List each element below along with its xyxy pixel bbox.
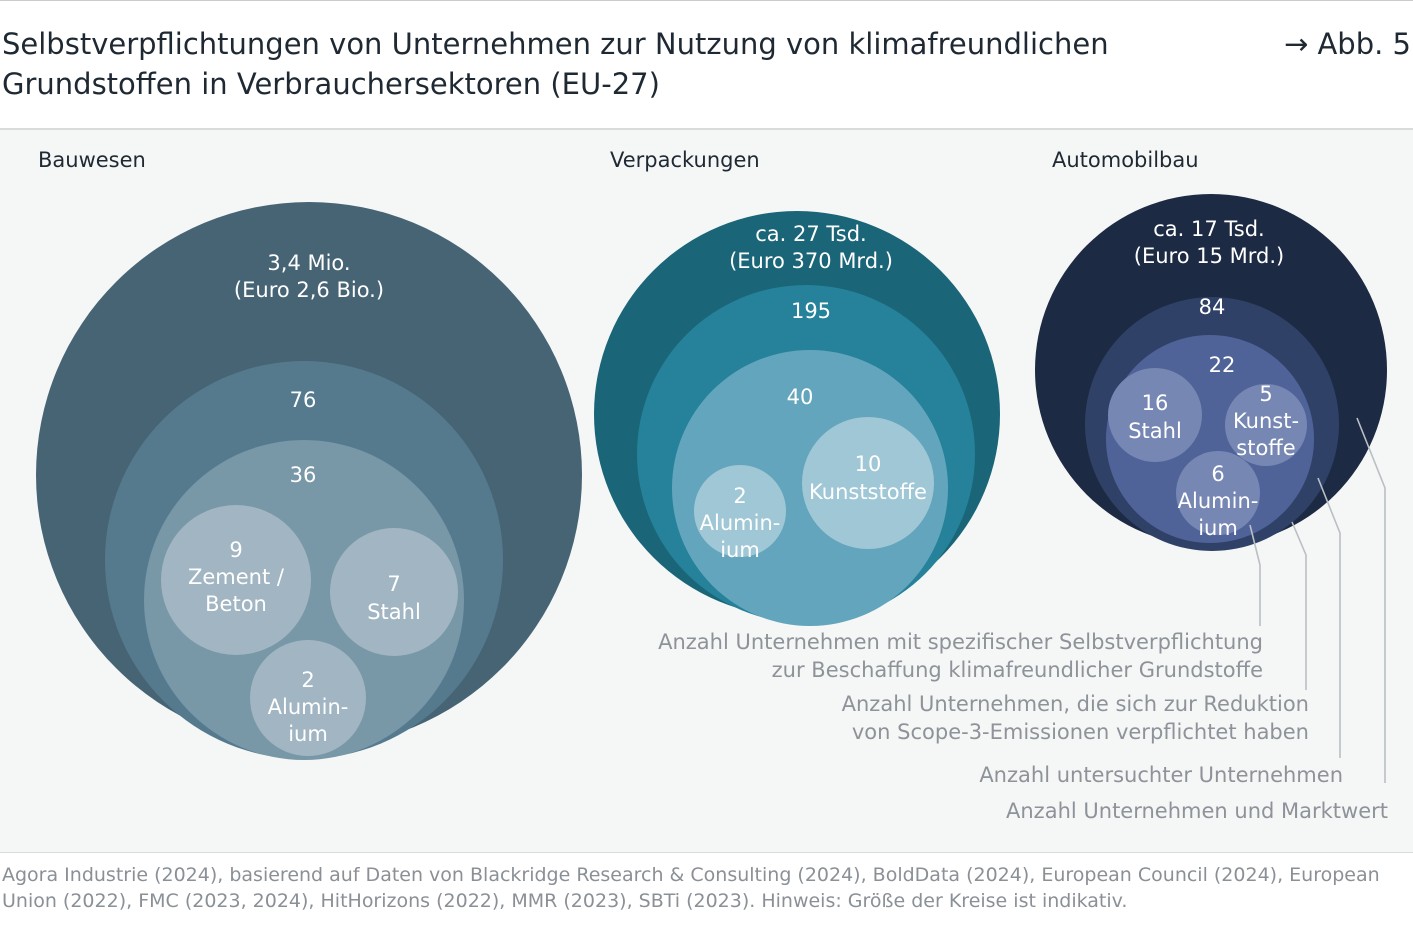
legend-leader-line-1 (1249, 524, 1261, 626)
legend-leader-line-2 (1291, 521, 1307, 690)
automobilbau-bubble-material-1-label: 16 Stahl (1128, 391, 1182, 443)
verpackungen-label-examined: 195 (791, 299, 831, 323)
bauwesen-label-examined: 76 (290, 388, 317, 412)
automobilbau-label-scope3: 22 (1209, 353, 1236, 377)
title-line-1: Selbstverpflichtungen von Unternehmen zu… (2, 27, 1109, 61)
verpackungen-bubble-material-1-label: 2 Alumin-ium (700, 484, 781, 562)
automobilbau-label-total: ca. 17 Tsd. (Euro 15 Mrd.) (1134, 217, 1284, 268)
figure-reference: → Abb. 5 (1283, 27, 1411, 61)
sector-title-verpackungen: Verpackungen (610, 148, 760, 172)
sector-title-bauwesen: Bauwesen (38, 148, 146, 172)
legend-entry-1: Anzahl Unternehmen mit spezifischer Selb… (658, 630, 1263, 682)
bauwesen-label-total: 3,4 Mio. (Euro 2,6 Bio.) (234, 251, 384, 302)
bauwesen-bubble-material-1-label: 9 Zement / Beton (188, 538, 285, 616)
automobilbau-bubble-material-1 (1108, 368, 1202, 462)
verpackungen-bubble-material-2 (802, 417, 934, 549)
automobilbau-bubble-material-2 (1225, 384, 1307, 466)
automobilbau-label-examined: 84 (1199, 295, 1226, 319)
legend-leader-line-4 (1356, 417, 1386, 783)
title-line-2: Grundstoffen in Verbrauchersektoren (EU-… (2, 67, 660, 101)
sector-title-automobilbau: Automobilbau (1052, 148, 1199, 172)
verpackungen-label-scope3: 40 (787, 385, 814, 409)
top-rule (0, 0, 1413, 1)
bauwesen-bubble-material-3 (250, 640, 366, 756)
automobilbau-bubble-material-3 (1176, 451, 1260, 535)
automobilbau-bubble-material-2-label: 5 Kunst-stoffe (1233, 382, 1299, 460)
source-note: Agora Industrie (2024), basierend auf Da… (2, 862, 1402, 914)
verpackungen-label-total: ca. 27 Tsd. (Euro 370 Mrd.) (729, 222, 893, 273)
bauwesen-bubble-material-1 (161, 505, 311, 655)
automobilbau-bubble-material-3-label: 6 Alumin-ium (1178, 462, 1259, 540)
chart-title: Selbstverpflichtungen von Unternehmen zu… (2, 24, 1202, 104)
verpackungen-bubble-material-1 (694, 465, 786, 557)
legend-leader-line-3 (1317, 477, 1341, 758)
legend-entry-4: Anzahl Unternehmen und Marktwert (1006, 799, 1388, 823)
bauwesen-label-scope3: 36 (290, 463, 317, 487)
verpackungen-bubble-material-2-label: 10 Kunststoffe (809, 452, 927, 504)
bauwesen-bubble-material-2 (330, 528, 458, 656)
source-line-2: Union (2022), FMC (2023, 2024), HitHoriz… (2, 890, 1128, 912)
bauwesen-bubble-material-2-label: 7 Stahl (367, 572, 421, 624)
bauwesen-bubble-material-3-label: 2 Alumin-ium (268, 668, 349, 746)
source-line-1: Agora Industrie (2024), basierend auf Da… (2, 864, 1380, 886)
legend-entry-2: Anzahl Unternehmen, die sich zur Redukti… (842, 692, 1309, 744)
legend-entry-3: Anzahl untersuchter Unternehmen (979, 763, 1343, 787)
